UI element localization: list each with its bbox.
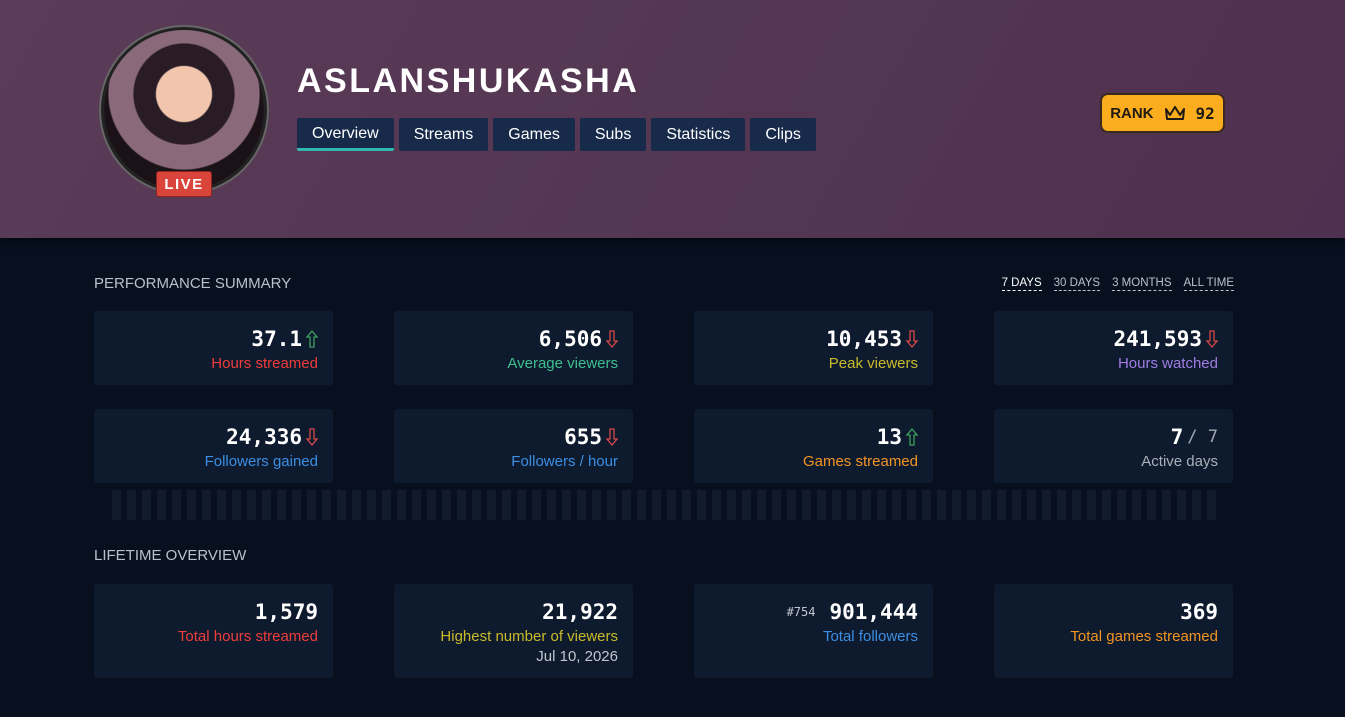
stat-value: 7	[1170, 425, 1184, 449]
stat-value-row: 655	[394, 424, 618, 450]
stat-label: Peak viewers	[828, 355, 918, 372]
stat-label: Total games streamed	[1070, 628, 1218, 645]
tab[interactable]: Games	[493, 118, 575, 151]
stat-value: 37.1	[251, 327, 302, 351]
range-selector: 7 DAYS 30 DAYS 3 MONTHS ALL TIME	[1001, 277, 1234, 291]
stat-card: 37.1 Hours streamed	[94, 311, 333, 385]
tab[interactable]: Subs	[579, 118, 647, 151]
stat-card: 21,922 Highest number of viewers Jul 10, 2…	[394, 584, 633, 678]
stat-value: 10,453	[826, 327, 902, 351]
stat-label: Followers gained	[204, 453, 318, 470]
stat-value-row: 13	[694, 424, 918, 450]
range-option[interactable]: 30 DAYS	[1053, 277, 1101, 291]
stat-value-row: 241,593	[994, 326, 1218, 352]
tabs: Overview Streams Games Subs Statistics C…	[297, 118, 816, 151]
stat-rank: #754	[786, 605, 816, 619]
stat-card: #754 901,444 Total followers	[694, 584, 933, 678]
stat-value: 13	[876, 425, 902, 449]
stat-card: 10,453 Peak viewers	[694, 311, 933, 385]
stat-value: 241,593	[1113, 327, 1202, 351]
stat-value-row: 21,922	[394, 599, 618, 625]
stat-label: Games streamed	[802, 453, 918, 470]
profile-header: LIVE ASLANSHUKASHA Overview Streams Game…	[0, 0, 1345, 238]
stat-value-row: 7/ 7	[994, 424, 1218, 450]
stat-value: 369	[1180, 600, 1218, 624]
stat-label: Total followers	[822, 628, 918, 645]
stat-label: Total hours streamed	[177, 628, 318, 645]
stat-value: 21,922	[542, 600, 618, 624]
stat-card: 241,593 Hours watched	[994, 311, 1233, 385]
stat-value-row: 24,336	[94, 424, 318, 450]
trend-up-icon	[906, 428, 918, 446]
stat-value-row: 6,506	[394, 326, 618, 352]
stat-card: 655 Followers / hour	[394, 409, 633, 483]
trend-down-icon	[906, 330, 918, 348]
avatar	[104, 30, 264, 190]
trend-down-icon	[1206, 330, 1218, 348]
stat-value: 1,579	[254, 600, 318, 624]
stat-value-row: 10,453	[694, 326, 918, 352]
live-badge: LIVE	[156, 171, 212, 197]
trend-down-icon	[606, 428, 618, 446]
stat-value-row: 1,579	[94, 599, 318, 625]
trend-up-icon	[306, 330, 318, 348]
stat-card: 13 Games streamed	[694, 409, 933, 483]
rank-value: 92	[1195, 103, 1215, 123]
section-title: LIFETIME OVERVIEW	[94, 547, 247, 564]
rank-label: RANK	[1110, 104, 1154, 122]
crown-icon	[1164, 106, 1185, 120]
username: ASLANSHUKASHA	[297, 62, 640, 100]
trend-down-icon	[306, 428, 318, 446]
stat-value-row: 369	[994, 599, 1218, 625]
stat-label: Highest number of viewers	[440, 628, 618, 645]
stat-card: 6,506 Average viewers	[394, 311, 633, 385]
stat-value: 24,336	[226, 425, 302, 449]
stat-value-row: 37.1	[94, 326, 318, 352]
section-title: PERFORMANCE SUMMARY	[94, 275, 292, 292]
stat-card: 24,336 Followers gained	[94, 409, 333, 483]
tab[interactable]: Streams	[398, 118, 489, 151]
stat-card: 369 Total games streamed	[994, 584, 1233, 678]
trend-down-icon	[606, 330, 618, 348]
stat-suffix: / 7	[1187, 427, 1218, 447]
tab[interactable]: Statistics	[651, 118, 746, 151]
stat-value: 6,506	[538, 327, 602, 351]
stat-label: Average viewers	[507, 355, 618, 372]
stat-label: Active days	[1141, 453, 1218, 470]
rank-badge[interactable]: RANK 92	[1100, 93, 1225, 133]
stat-label: Hours streamed	[211, 355, 318, 372]
range-option[interactable]: ALL TIME	[1183, 277, 1234, 291]
stat-date: Jul 10, 2026	[536, 648, 618, 665]
range-option[interactable]: 7 DAYS	[1001, 277, 1042, 291]
range-option[interactable]: 3 MONTHS	[1112, 277, 1172, 291]
stat-card: 1,579 Total hours streamed	[94, 584, 333, 678]
stat-card: 7/ 7 Active days	[994, 409, 1233, 483]
stat-value-row: #754 901,444	[694, 599, 918, 625]
stat-label: Hours watched	[1117, 355, 1218, 372]
tab[interactable]: Clips	[750, 118, 816, 151]
background-bars	[112, 490, 1217, 520]
stat-value: 901,444	[829, 600, 918, 624]
tab[interactable]: Overview	[297, 118, 394, 151]
stat-label: Followers / hour	[511, 453, 618, 470]
stat-value: 655	[564, 425, 602, 449]
